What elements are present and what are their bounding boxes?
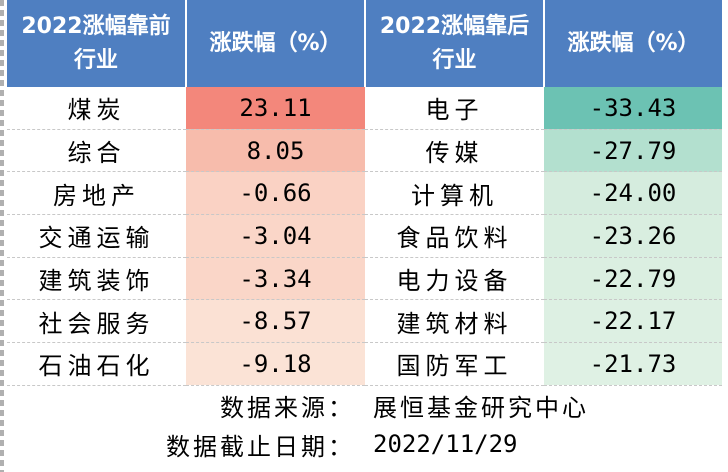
header-top-industry-line1: 2022涨幅靠前: [21, 13, 171, 39]
header-top-industry: 2022涨幅靠前 行业: [7, 0, 187, 87]
top-industry-change: -9.18: [186, 342, 365, 386]
source-row: 数据来源： 展恒基金研究中心: [7, 385, 722, 425]
ranking-table: 2022涨幅靠前 行业 涨跌幅（%） 2022涨幅靠后 行业 涨跌幅（%） 煤炭…: [7, 0, 722, 464]
top-industry-change: -3.04: [186, 214, 365, 258]
header-bottom-industry-line1: 2022涨幅靠后: [379, 13, 530, 39]
bottom-industry-change: -21.73: [544, 342, 722, 386]
bottom-industry-change: -22.79: [544, 257, 722, 301]
date-value: 2022/11/29: [373, 430, 518, 459]
table-row: 社会服务 -8.57 建筑材料 -22.17: [7, 299, 722, 344]
bottom-industry-name: 电力设备: [365, 257, 544, 301]
top-industry-name: 房地产: [7, 171, 186, 216]
top-industry-name: 石油石化: [7, 342, 186, 386]
header-top-change: 涨跌幅（%）: [186, 0, 366, 87]
bottom-industry-name: 传媒: [365, 129, 544, 173]
table-row: 房地产 -0.66 计算机 -24.00: [7, 171, 722, 216]
header-row: 2022涨幅靠前 行业 涨跌幅（%） 2022涨幅靠后 行业 涨跌幅（%）: [7, 0, 722, 87]
top-industry-change: -0.66: [186, 171, 365, 216]
source-label: 数据来源：: [220, 393, 355, 422]
source-value: 展恒基金研究中心: [373, 393, 589, 422]
bottom-industry-change: -33.43: [544, 87, 722, 130]
table-row: 煤炭 23.11 电子 -33.43: [7, 87, 722, 130]
top-industry-change: 8.05: [186, 129, 365, 173]
header-bottom-industry-line2: 行业: [432, 47, 477, 73]
top-industry-name: 社会服务: [7, 299, 186, 344]
date-row: 数据截止日期： 2022/11/29: [7, 425, 722, 464]
top-industry-change: -8.57: [186, 299, 365, 344]
bottom-industry-change: -24.00: [544, 171, 722, 216]
table-row: 综合 8.05 传媒 -27.79: [7, 129, 722, 173]
bottom-industry-name: 电子: [365, 87, 544, 130]
bottom-industry-change: -22.17: [544, 299, 722, 344]
header-bottom-change: 涨跌幅（%）: [544, 0, 722, 87]
top-industry-name: 综合: [7, 129, 186, 173]
date-label: 数据截止日期：: [166, 432, 355, 461]
bottom-industry-change: -27.79: [544, 129, 722, 173]
bottom-industry-name: 食品饮料: [365, 214, 544, 258]
top-industry-change: 23.11: [186, 87, 365, 130]
header-bottom-industry: 2022涨幅靠后 行业: [365, 0, 545, 87]
bottom-industry-name: 计算机: [365, 171, 544, 216]
table-row: 交通运输 -3.04 食品饮料 -23.26: [7, 214, 722, 258]
bottom-industry-change: -23.26: [544, 214, 722, 258]
left-dashed-border: [0, 0, 4, 472]
table-row: 建筑装饰 -3.34 电力设备 -22.79: [7, 257, 722, 301]
bottom-industry-name: 国防军工: [365, 342, 544, 386]
top-industry-name: 煤炭: [7, 87, 186, 130]
top-industry-name: 建筑装饰: [7, 257, 186, 301]
table-row: 石油石化 -9.18 国防军工 -21.73: [7, 342, 722, 386]
header-top-industry-line2: 行业: [73, 47, 118, 73]
top-industry-change: -3.34: [186, 257, 365, 301]
top-industry-name: 交通运输: [7, 214, 186, 258]
bottom-industry-name: 建筑材料: [365, 299, 544, 344]
